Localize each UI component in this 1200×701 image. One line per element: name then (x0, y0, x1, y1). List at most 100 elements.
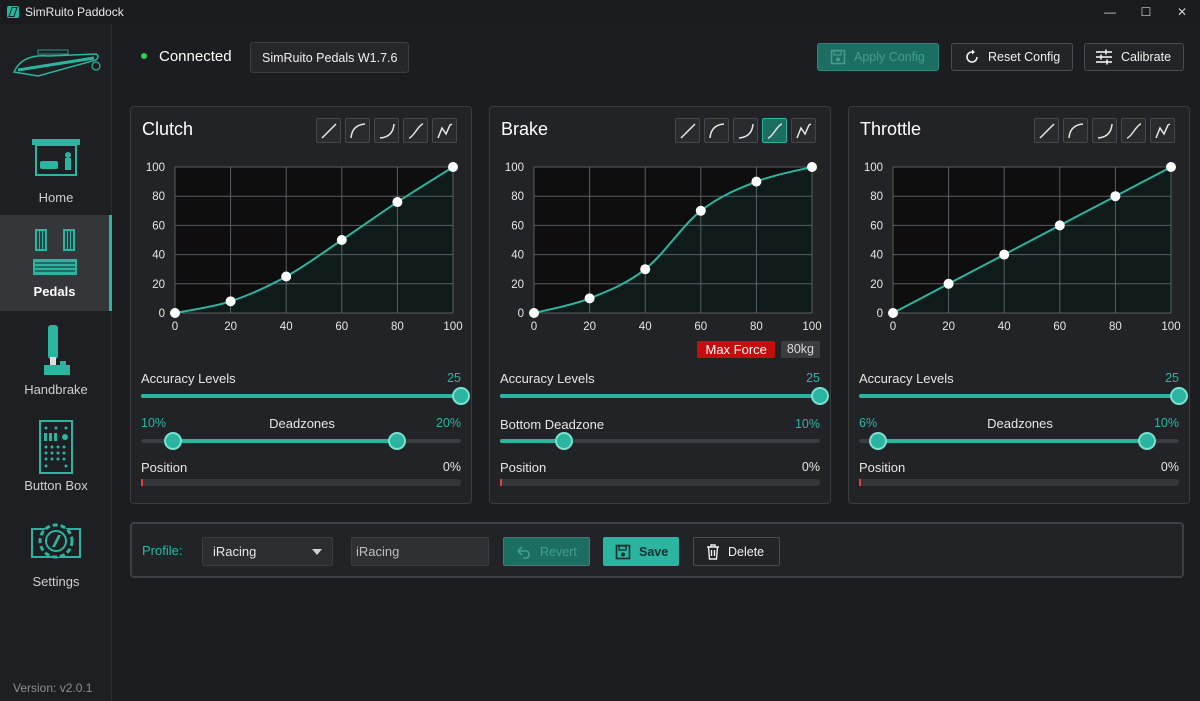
accuracy-value: 25 (806, 371, 820, 385)
curve-chart[interactable]: 00 20 20 40 40 60 60 80 80 100 100 (131, 151, 473, 336)
curve-point[interactable] (336, 235, 347, 245)
curve-point[interactable] (888, 308, 898, 318)
curve-point[interactable] (1110, 191, 1121, 202)
curve-preset-button[interactable] (345, 118, 370, 143)
max-force-badge[interactable]: Max Force (697, 341, 775, 358)
curve-preset-button[interactable] (316, 118, 341, 143)
y-tick-label: 80 (152, 191, 165, 203)
curve-point[interactable] (281, 271, 292, 282)
curve-point[interactable] (751, 176, 762, 187)
close-button[interactable]: ✕ (1176, 5, 1188, 19)
x-tick-label: 60 (335, 321, 348, 333)
sliders-icon (1096, 49, 1112, 65)
maximize-button[interactable]: ☐ (1140, 5, 1152, 19)
curve-point[interactable] (170, 308, 180, 318)
curve-point[interactable] (448, 162, 458, 172)
curve-chart[interactable]: 00 20 20 40 40 60 60 80 80 100 100 (849, 151, 1191, 336)
curve-preset-button[interactable] (704, 118, 729, 143)
x-tick-label: 100 (802, 321, 821, 333)
accuracy-slider[interactable] (859, 387, 1188, 405)
deadzone-low-handle[interactable] (869, 432, 888, 450)
curve-point[interactable] (640, 264, 651, 275)
sidebar-item-home[interactable]: Home (0, 121, 112, 217)
calibrate-button[interactable]: Calibrate (1084, 43, 1184, 71)
curve-preset-button[interactable] (791, 118, 816, 143)
curve-point[interactable] (999, 249, 1010, 260)
curve-preset-button[interactable] (432, 118, 457, 143)
curve-preset-button[interactable] (733, 118, 758, 143)
minimize-button[interactable]: — (1104, 5, 1116, 19)
brand-logo (12, 49, 101, 77)
curve-preset-button[interactable] (675, 118, 700, 143)
curve-point[interactable] (1166, 162, 1176, 172)
profile-name-input[interactable] (351, 537, 489, 566)
force-row: Max Force 80kg (697, 341, 820, 358)
curve-chart[interactable]: 00 20 20 40 40 60 60 80 80 100 100 (490, 151, 832, 336)
curve-point[interactable] (807, 162, 817, 172)
force-value[interactable]: 80kg (780, 341, 820, 358)
x-tick-label: 100 (1161, 321, 1180, 333)
save-button[interactable]: Save (603, 537, 679, 566)
x-tick-label: 80 (1109, 321, 1122, 333)
deadzone-low-handle[interactable] (164, 432, 182, 450)
y-tick-label: 40 (511, 250, 524, 262)
profile-selected-value: iRacing (213, 544, 257, 559)
x-tick-label: 60 (1053, 321, 1066, 333)
sidebar-item-handbrake[interactable]: Handbrake (0, 313, 112, 409)
delete-button[interactable]: Delete (693, 537, 780, 566)
logarithmic-curve-icon (708, 122, 724, 138)
brake-card: Brake 0 0 20 20 40 40 60 60 80 80 100 100 Max Force 80… (489, 106, 831, 504)
curve-point[interactable] (1054, 220, 1065, 231)
sidebar-item-pedals[interactable]: Pedals (0, 215, 112, 311)
curve-point[interactable] (695, 205, 706, 216)
window-title: SimRuito Paddock (25, 5, 124, 19)
undo-icon (517, 545, 530, 559)
reset-config-label: Reset Config (988, 50, 1061, 64)
curve-preset-button[interactable] (1063, 118, 1088, 143)
deadzone-slider-fill (500, 439, 564, 443)
curve-point[interactable] (225, 296, 236, 307)
y-tick-label: 60 (152, 220, 165, 232)
sidebar-item-button-box[interactable]: Button Box (0, 409, 112, 505)
curve-preset-button[interactable] (403, 118, 428, 143)
curve-preset-button[interactable] (1121, 118, 1146, 143)
reset-config-button[interactable]: Reset Config (951, 43, 1073, 71)
deadzone-slider[interactable] (500, 432, 820, 450)
curve-preset-button[interactable] (1092, 118, 1117, 143)
device-selector-button[interactable]: SimRuito Pedals W1.7.6 (250, 42, 410, 73)
deadzone-handle[interactable] (555, 432, 573, 450)
y-tick-label: 0 (877, 308, 883, 320)
curve-preset-button[interactable] (374, 118, 399, 143)
x-tick-label: 40 (280, 321, 293, 333)
deadzone-range-slider[interactable] (859, 432, 1179, 450)
accuracy-slider[interactable] (141, 387, 470, 405)
sidebar-item-label: Handbrake (24, 382, 88, 397)
curve-preset-button[interactable] (1034, 118, 1059, 143)
accuracy-slider-handle[interactable] (1170, 387, 1188, 405)
accuracy-slider[interactable] (500, 387, 829, 405)
curve-point[interactable] (529, 308, 539, 318)
curve-preset-button[interactable] (762, 118, 787, 143)
position-value: 0% (442, 460, 461, 474)
position-value: 0% (801, 460, 820, 474)
y-tick-label: 20 (870, 279, 883, 291)
x-tick-label: 100 (443, 321, 462, 333)
y-tick-label: 0 (518, 308, 524, 320)
sidebar-item-settings[interactable]: Settings (0, 505, 112, 601)
deadzone-label: Deadzones (987, 416, 1053, 431)
profile-select[interactable]: iRacing (202, 537, 333, 566)
accuracy-slider-handle[interactable] (811, 387, 829, 405)
curve-point[interactable] (584, 293, 595, 304)
curve-point[interactable] (943, 278, 954, 289)
curve-point[interactable] (392, 197, 403, 208)
deadzone-range-slider[interactable] (141, 432, 461, 450)
curve-preset-button[interactable] (1150, 118, 1175, 143)
deadzone-high-handle[interactable] (1138, 432, 1156, 450)
deadzone-high-handle[interactable] (388, 432, 406, 450)
accuracy-slider-fill (141, 394, 461, 398)
revert-button[interactable]: Revert (503, 537, 590, 566)
profile-bar: Profile: iRacing Revert Save Delete (130, 522, 1184, 578)
accuracy-slider-handle[interactable] (452, 387, 470, 405)
apply-config-button[interactable]: Apply Config (817, 43, 939, 71)
clutch-card: Clutch 0 0 20 20 40 40 60 60 80 80 100 100 Accuracy L… (130, 106, 472, 504)
